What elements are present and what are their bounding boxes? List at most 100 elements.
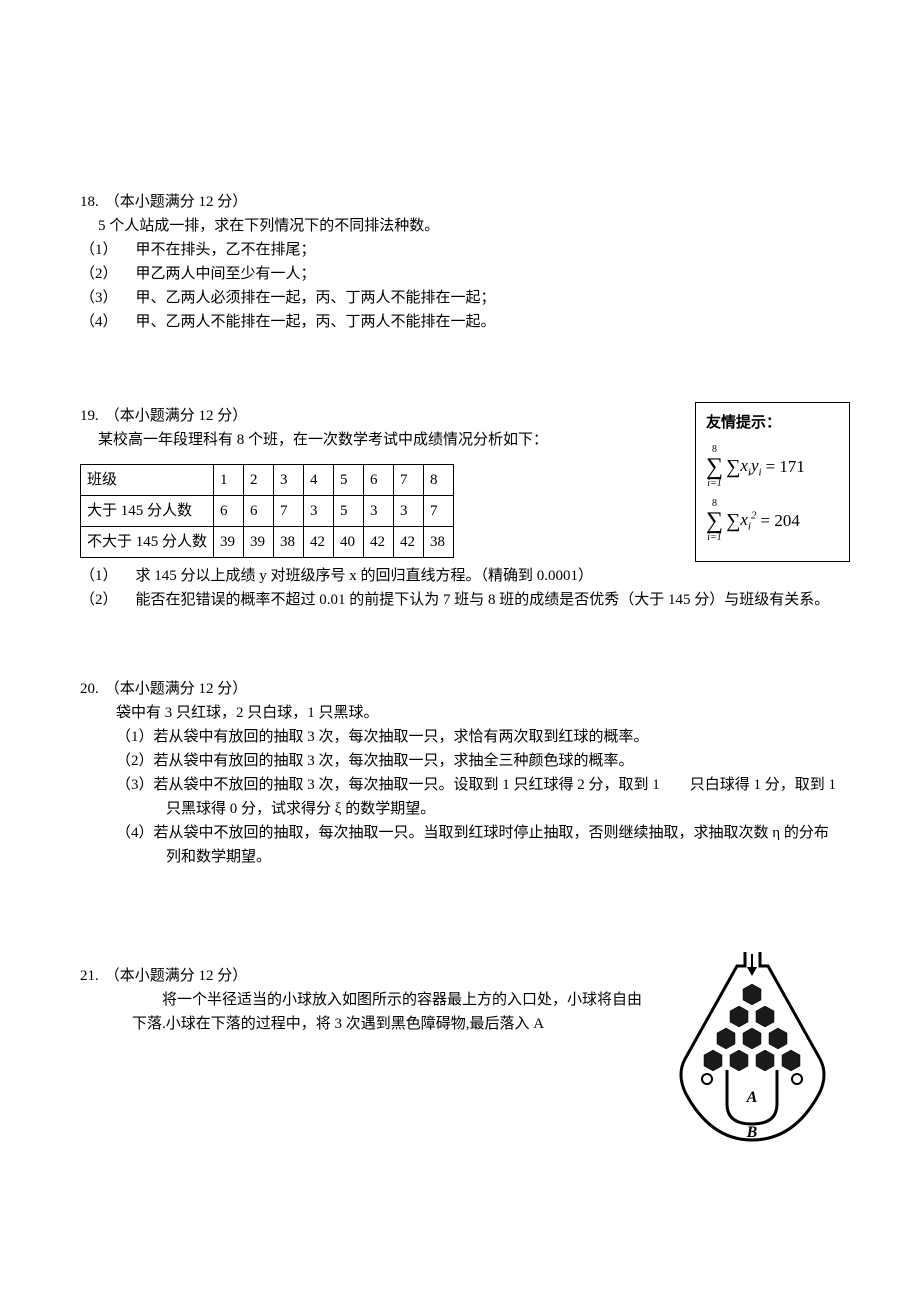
table-cell: 39 — [244, 527, 274, 558]
ball-icon — [792, 1074, 802, 1084]
problem-19: 19. （本小题满分 12 分） 某校高一年段理科有 8 个班，在一次数学考试中… — [80, 404, 840, 612]
problem-20-item-4: （4）若从袋中不放回的抽取，每次抽取一只。当取到红球时停止抽取，否则继续抽取，求… — [80, 821, 840, 869]
problem-points: （本小题满分 12 分） — [105, 404, 248, 428]
var-x: x — [740, 510, 748, 529]
table-header-cell: 大于 145 分人数 — [81, 496, 214, 527]
item-text: 求 145 分以上成绩 y 对班级序号 x 的回归直线方程。（精确到 0.000… — [136, 564, 840, 588]
item-label: （1） — [80, 238, 118, 262]
label-b: B — [746, 1124, 758, 1141]
problem-20-item-2: （2）若从袋中有放回的抽取 3 次，每次抽取一只，求抽全三种颜色球的概率。 — [80, 749, 840, 773]
problem-18-header: 18. （本小题满分 12 分） — [80, 190, 840, 214]
table-cell: 2 — [244, 465, 274, 496]
sigma-icon: 8 ∑ i=1 — [706, 499, 723, 543]
sigma-icon: 8 ∑ i=1 — [706, 445, 723, 489]
table-cell: 39 — [214, 527, 244, 558]
table-cell: 42 — [364, 527, 394, 558]
table-cell: 6 — [214, 496, 244, 527]
formula-expr: xi2 — [740, 506, 756, 536]
table-cell: 5 — [334, 465, 364, 496]
item-label: （1） — [116, 729, 154, 745]
item-label: （3） — [116, 777, 154, 793]
table-cell: 40 — [334, 527, 364, 558]
superscript: 2 — [751, 509, 757, 521]
table-row: 不大于 145 分人数 39 39 38 42 40 42 42 38 — [81, 527, 454, 558]
table-cell: 7 — [394, 465, 424, 496]
item-label: （2） — [116, 753, 154, 769]
sigma-symbol: ∑ — [706, 509, 723, 533]
item-label: （4） — [80, 310, 118, 334]
problem-18-item-2: （2） 甲乙两人中间至少有一人； — [80, 262, 840, 286]
problem-21-header: 21. （本小题满分 12 分） — [80, 964, 645, 988]
funnel-diagram: A B — [665, 944, 840, 1152]
item-text: 能否在犯错误的概率不超过 0.01 的前提下认为 7 班与 8 班的成绩是否优秀… — [136, 588, 840, 612]
item-text: 若从袋中有放回的抽取 3 次，每次抽取一只，求恰有两次取到红球的概率。 — [154, 729, 649, 745]
table-cell: 6 — [364, 465, 394, 496]
hint-title: 友情提示： — [706, 411, 839, 435]
table-cell: 38 — [424, 527, 454, 558]
ball-icon — [702, 1074, 712, 1084]
problem-19-q1: （1） 求 145 分以上成绩 y 对班级序号 x 的回归直线方程。（精确到 0… — [80, 564, 840, 588]
problem-points: （本小题满分 12 分） — [105, 964, 248, 988]
problem-21-body: 将一个半径适当的小球放入如图所示的容器最上方的入口处，小球将自由下落.小球在下落… — [132, 988, 645, 1036]
problem-20-item-1: （1）若从袋中有放回的抽取 3 次，每次抽取一只，求恰有两次取到红球的概率。 — [80, 725, 840, 749]
problem-18-item-4: （4） 甲、乙两人不能排在一起，丙、丁两人不能排在一起。 — [80, 310, 840, 334]
sigma-lower: i=1 — [707, 479, 722, 489]
sigma-symbol: ∑ — [706, 455, 723, 479]
sigma-symbol-inner: ∑ — [726, 505, 740, 537]
table-row: 大于 145 分人数 6 6 7 3 5 3 3 7 — [81, 496, 454, 527]
item-text: 甲、乙两人必须排在一起，丙、丁两人不能排在一起； — [136, 286, 840, 310]
table-header-cell: 不大于 145 分人数 — [81, 527, 214, 558]
item-label: （3） — [80, 286, 118, 310]
problem-19-q2: （2） 能否在犯错误的概率不超过 0.01 的前提下认为 7 班与 8 班的成绩… — [80, 588, 840, 612]
item-label: （4） — [116, 825, 154, 841]
table-cell: 1 — [214, 465, 244, 496]
table-cell: 5 — [334, 496, 364, 527]
problem-21: 21. （本小题满分 12 分） 将一个半径适当的小球放入如图所示的容器最上方的… — [80, 964, 840, 1152]
table-cell: 3 — [364, 496, 394, 527]
item-label: （1） — [80, 564, 118, 588]
item-label: （2） — [80, 588, 118, 612]
item-text: 甲乙两人中间至少有一人； — [136, 262, 840, 286]
item-text: 甲、乙两人不能排在一起，丙、丁两人不能排在一起。 — [136, 310, 840, 334]
subscript: i — [748, 520, 751, 532]
table-cell: 38 — [274, 527, 304, 558]
item-label: （2） — [80, 262, 118, 286]
problem-18: 18. （本小题满分 12 分） 5 个人站成一排，求在下列情况下的不同排法种数… — [80, 190, 840, 334]
sigma-lower: i=1 — [707, 533, 722, 543]
hint-formula-2: 8 ∑ i=1 ∑ xi2 = 204 — [706, 499, 839, 543]
problem-number: 18. — [80, 190, 99, 214]
var-x: x — [740, 456, 748, 475]
problem-number: 20. — [80, 677, 99, 701]
item-text: 若从袋中不放回的抽取，每次抽取一只。当取到红球时停止抽取，否则继续抽取，求抽取次… — [154, 825, 829, 865]
item-text: 甲不在排头，乙不在排尾； — [136, 238, 840, 262]
entry-arrowhead-icon — [747, 967, 757, 976]
problem-18-item-3: （3） 甲、乙两人必须排在一起，丙、丁两人不能排在一起； — [80, 286, 840, 310]
table-cell: 3 — [394, 496, 424, 527]
problem-20: 20. （本小题满分 12 分） 袋中有 3 只红球，2 只白球，1 只黑球。 … — [80, 677, 840, 869]
item-text: 若从袋中有放回的抽取 3 次，每次抽取一只，求抽全三种颜色球的概率。 — [154, 753, 634, 769]
table-cell: 4 — [304, 465, 334, 496]
problem-20-header: 20. （本小题满分 12 分） — [80, 677, 840, 701]
label-a: A — [746, 1089, 758, 1106]
problem-18-item-1: （1） 甲不在排头，乙不在排尾； — [80, 238, 840, 262]
item-text: 若从袋中不放回的抽取 3 次，每次抽取一只。设取到 1 只红球得 2 分，取到 … — [154, 777, 837, 817]
problem-20-item-3: （3）若从袋中不放回的抽取 3 次，每次抽取一只。设取到 1 只红球得 2 分，… — [80, 773, 840, 821]
problem-number: 19. — [80, 404, 99, 428]
table-cell: 7 — [424, 496, 454, 527]
table-cell: 42 — [304, 527, 334, 558]
problem-20-intro: 袋中有 3 只红球，2 只白球，1 只黑球。 — [80, 701, 840, 725]
table-cell: 7 — [274, 496, 304, 527]
var-y: y — [751, 456, 759, 475]
table-cell: 42 — [394, 527, 424, 558]
problem-number: 21. — [80, 964, 99, 988]
formula-expr: xiyi — [740, 452, 761, 482]
hint-formula-1: 8 ∑ i=1 ∑ xiyi = 171 — [706, 445, 839, 489]
table-row: 班级 1 2 3 4 5 6 7 8 — [81, 465, 454, 496]
problem-points: （本小题满分 12 分） — [105, 677, 248, 701]
sigma-symbol-inner: ∑ — [726, 451, 740, 483]
table-cell: 3 — [274, 465, 304, 496]
formula-result: = 204 — [760, 507, 799, 534]
table-header-cell: 班级 — [81, 465, 214, 496]
problem-18-intro: 5 个人站成一排，求在下列情况下的不同排法种数。 — [80, 214, 840, 238]
hint-box: 友情提示： 8 ∑ i=1 ∑ xiyi = 171 8 ∑ i=1 ∑ xi2… — [695, 402, 850, 562]
